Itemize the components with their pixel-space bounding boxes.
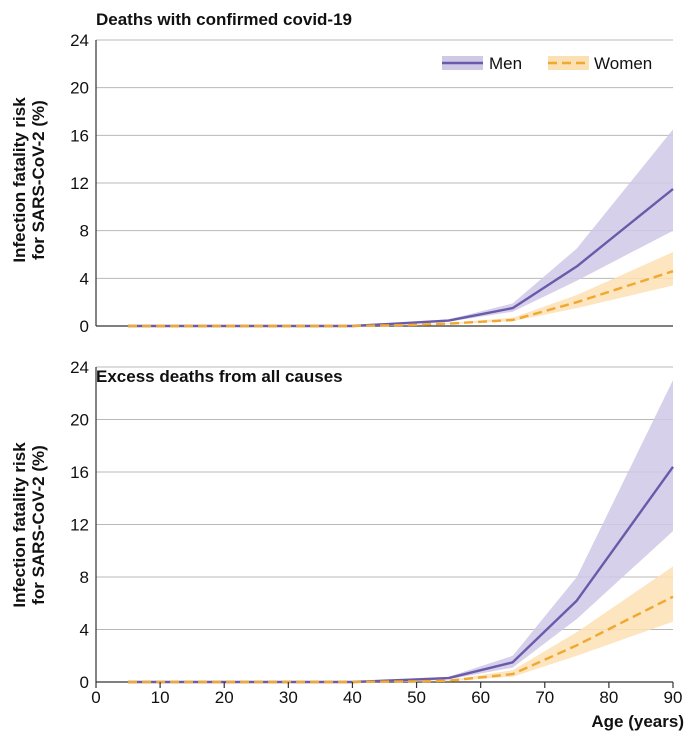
y-tick-label: 0	[80, 317, 89, 336]
y-axis-label-line: Infection fatality risk	[10, 97, 29, 263]
x-tick-label: 80	[599, 688, 618, 707]
x-tick-label: 50	[407, 688, 426, 707]
x-tick-label: 10	[151, 688, 170, 707]
y-axis-label: Infection fatality riskfor SARS-CoV-2 (%…	[10, 442, 48, 608]
y-tick-label: 16	[70, 126, 89, 145]
y-tick-label: 20	[70, 411, 89, 430]
panel-title: Excess deaths from all causes	[96, 367, 343, 386]
y-tick-label: 8	[80, 568, 89, 587]
y-tick-label: 24	[70, 31, 89, 50]
y-axis-label-line: for SARS-CoV-2 (%)	[29, 100, 48, 260]
series-line-women	[128, 270, 674, 328]
panel-1: Deaths with confirmed covid-19 0 4 8 12 16 20 2…	[10, 10, 674, 336]
legend-label: Men	[489, 54, 522, 73]
legend-item-women: Women	[548, 54, 652, 73]
y-tick-label: 0	[80, 673, 89, 692]
y-tick-label: 4	[80, 269, 89, 288]
series-line-women	[128, 595, 674, 684]
legend: Men Women	[442, 54, 652, 73]
y-tick-label: 20	[70, 79, 89, 98]
y-tick-label: 4	[80, 621, 89, 640]
y-tick-label: 12	[70, 174, 89, 193]
y-axis-label: Infection fatality riskfor SARS-CoV-2 (%…	[10, 97, 48, 263]
legend-item-men: Men	[442, 54, 522, 73]
y-axis-label-line: for SARS-CoV-2 (%)	[29, 445, 48, 605]
x-tick-label: 70	[535, 688, 554, 707]
x-tick-label: 30	[279, 688, 298, 707]
x-tick-label: 0	[91, 688, 100, 707]
y-tick-label: 16	[70, 463, 89, 482]
legend-label: Women	[594, 54, 652, 73]
y-tick-label: 24	[70, 358, 89, 377]
x-tick-label: 20	[215, 688, 234, 707]
panel-2: Excess deaths from all causes 0 4 8 12 16 20 24…	[10, 358, 684, 731]
x-tick-label: 40	[343, 688, 362, 707]
y-axis-label-line: Infection fatality risk	[10, 442, 29, 608]
x-tick-label: 60	[471, 688, 490, 707]
x-axis-label: Age (years)	[591, 712, 684, 731]
y-tick-label: 12	[70, 516, 89, 535]
panel-title: Deaths with confirmed covid-19	[96, 10, 352, 29]
x-tick-label: 90	[664, 688, 683, 707]
y-tick-label: 8	[80, 222, 89, 241]
